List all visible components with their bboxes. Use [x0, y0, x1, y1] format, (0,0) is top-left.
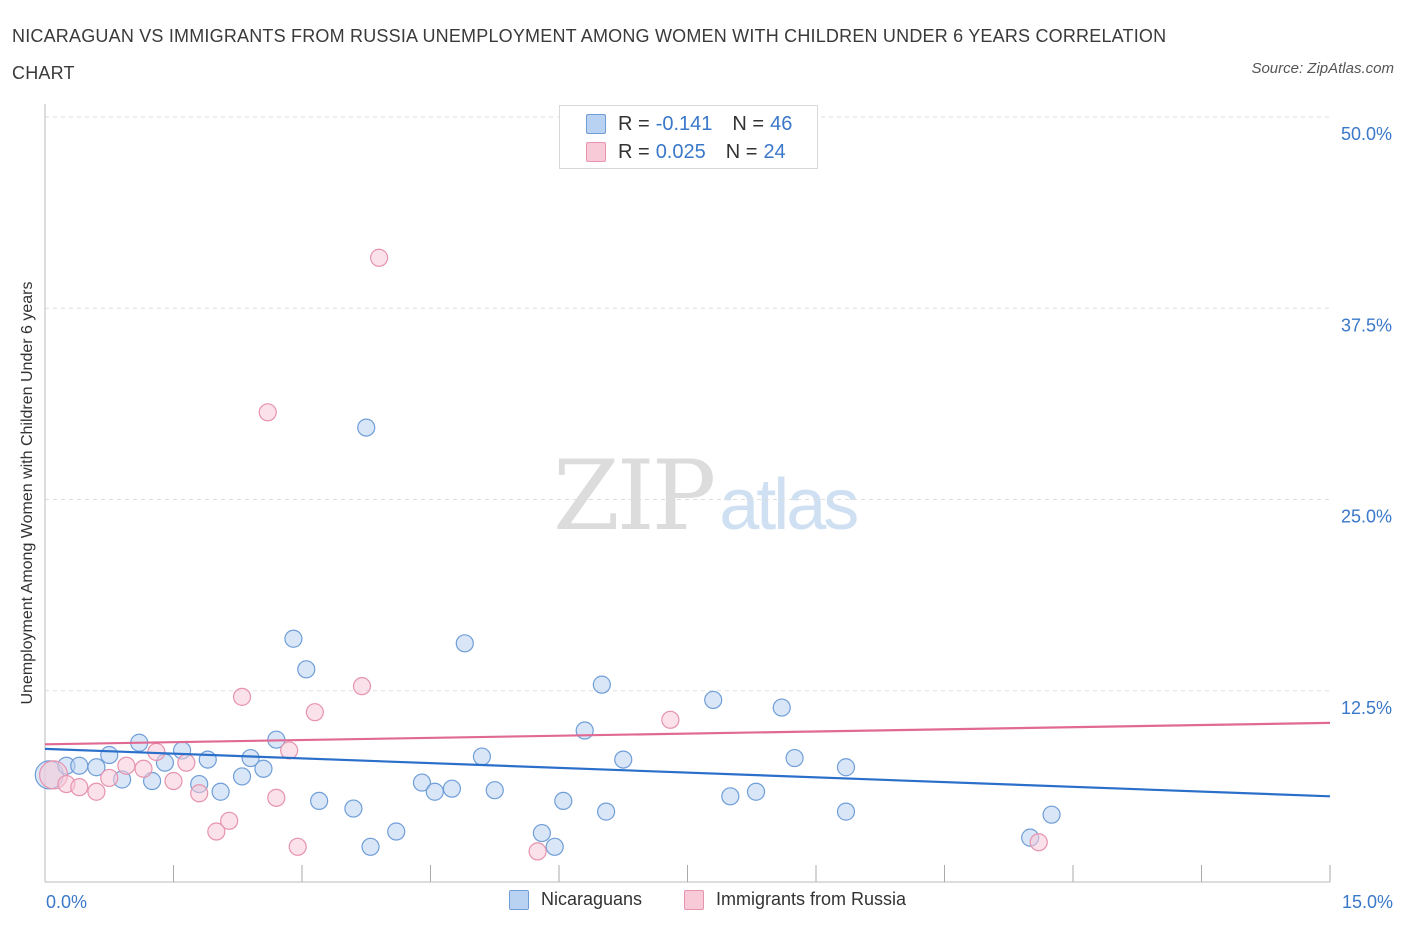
data-point-russia [288, 837, 307, 856]
legend-label-nicaraguans: Nicaraguans [541, 889, 643, 909]
data-point-nicaraguans [297, 660, 316, 679]
data-point-nicaraguans [746, 782, 766, 801]
legend-label-russia: Immigrants from Russia [716, 889, 907, 909]
data-point-russia [232, 687, 252, 706]
data-point-nicaraguans [836, 758, 856, 777]
legend-row-nicaraguans: R = -0.141 N = 46 [586, 112, 792, 136]
data-point-nicaraguans [554, 791, 573, 811]
data-point-russia [134, 759, 153, 778]
data-point-nicaraguans [232, 767, 252, 786]
y-axis-label: Unemployment Among Women with Children U… [19, 281, 36, 705]
legend-n-value-russia: 24 [763, 140, 786, 163]
legend-row-russia: R = 0.025 N = 24 [586, 140, 786, 164]
data-point-nicaraguans [357, 418, 376, 437]
data-point-russia [220, 811, 239, 830]
data-point-russia [258, 403, 277, 422]
series-legend: Nicaraguans Immigrants from Russia [0, 889, 1406, 915]
data-point-nicaraguans [772, 698, 791, 717]
y-tick-label: 37.5% [1341, 315, 1392, 335]
data-point-nicaraguans [361, 837, 380, 856]
data-point-nicaraguans [87, 758, 106, 777]
data-point-nicaraguans [442, 779, 462, 798]
legend-n-label: N = [725, 140, 758, 163]
data-point-russia [87, 782, 106, 801]
data-point-nicaraguans [836, 802, 856, 821]
x-tick-label-min: 0.0% [46, 892, 87, 912]
legend-r-value-russia: 0.025 [655, 140, 706, 163]
data-point-russia [207, 822, 226, 841]
x-tick-label-max: 15.0% [1342, 892, 1393, 912]
data-point-nicaraguans [614, 750, 633, 769]
data-point-nicaraguans [785, 748, 804, 768]
chart-title: NICARAGUAN VS IMMIGRANTS FROM RUSSIA UNE… [12, 26, 1167, 83]
data-point-russia [177, 753, 196, 772]
data-point-russia [1029, 833, 1048, 852]
y-tick-label: 12.5% [1341, 698, 1392, 718]
legend-item-nicaraguans[interactable]: Nicaraguans [509, 889, 642, 910]
chart-source: Source: ZipAtlas.com [1251, 60, 1394, 77]
data-point-nicaraguans [344, 799, 363, 818]
data-point-nicaraguans [597, 802, 616, 821]
data-point-nicaraguans [211, 782, 230, 801]
data-point-nicaraguans [254, 759, 273, 778]
legend-r-label: R = [618, 140, 650, 163]
data-point-nicaraguans [425, 782, 444, 801]
data-point-russia [370, 248, 389, 267]
y-tick-label: 50.0% [1341, 124, 1392, 144]
data-point-nicaraguans [721, 787, 740, 806]
data-point-nicaraguans [100, 745, 119, 765]
legend-n-label: N = [732, 112, 765, 135]
data-point-russia [661, 710, 680, 729]
data-point-russia [70, 778, 89, 797]
data-point-nicaraguans [310, 791, 329, 811]
zipatlas-watermark: ZIPatlas [553, 440, 859, 552]
data-point-nicaraguans [284, 629, 303, 648]
data-point-nicaraguans [592, 675, 611, 694]
data-point-nicaraguans [455, 634, 474, 653]
data-point-russia [164, 771, 183, 791]
legend-swatch-russia [586, 142, 606, 162]
data-point-nicaraguans [241, 748, 260, 768]
legend-swatch-russia [684, 889, 704, 910]
correlation-legend: R = -0.141 N = 46 R = 0.025 N = 24 [559, 105, 818, 169]
legend-r-value-nicaraguans: -0.141 [655, 112, 713, 135]
watermark-zip: ZIP [553, 440, 716, 552]
data-point-russia [117, 756, 136, 775]
data-point-nicaraguans [704, 690, 723, 710]
data-point-nicaraguans [532, 823, 551, 843]
data-point-nicaraguans [412, 773, 432, 792]
trend-line-russia [44, 721, 1331, 746]
data-point-nicaraguans [485, 781, 504, 800]
data-point-nicaraguans [472, 747, 491, 766]
legend-r-label: R = [618, 112, 650, 135]
legend-n-value-nicaraguans: 46 [770, 112, 793, 135]
trend-line-nicaraguans [44, 747, 1331, 798]
data-point-russia [190, 784, 209, 803]
data-point-russia [267, 788, 286, 807]
legend-swatch-nicaraguans [586, 114, 606, 134]
data-point-nicaraguans [387, 822, 406, 841]
data-point-russia [305, 703, 324, 722]
data-point-nicaraguans [1042, 805, 1061, 824]
data-point-nicaraguans [70, 756, 89, 775]
watermark-atlas: atlas [719, 465, 859, 545]
legend-swatch-nicaraguans [509, 889, 529, 910]
data-point-nicaraguans [545, 837, 564, 856]
data-point-russia [100, 768, 119, 788]
data-point-russia [528, 842, 547, 861]
data-point-russia [352, 677, 372, 696]
data-point-russia [280, 741, 299, 760]
legend-item-russia[interactable]: Immigrants from Russia [684, 889, 906, 910]
y-tick-label: 25.0% [1341, 507, 1392, 527]
